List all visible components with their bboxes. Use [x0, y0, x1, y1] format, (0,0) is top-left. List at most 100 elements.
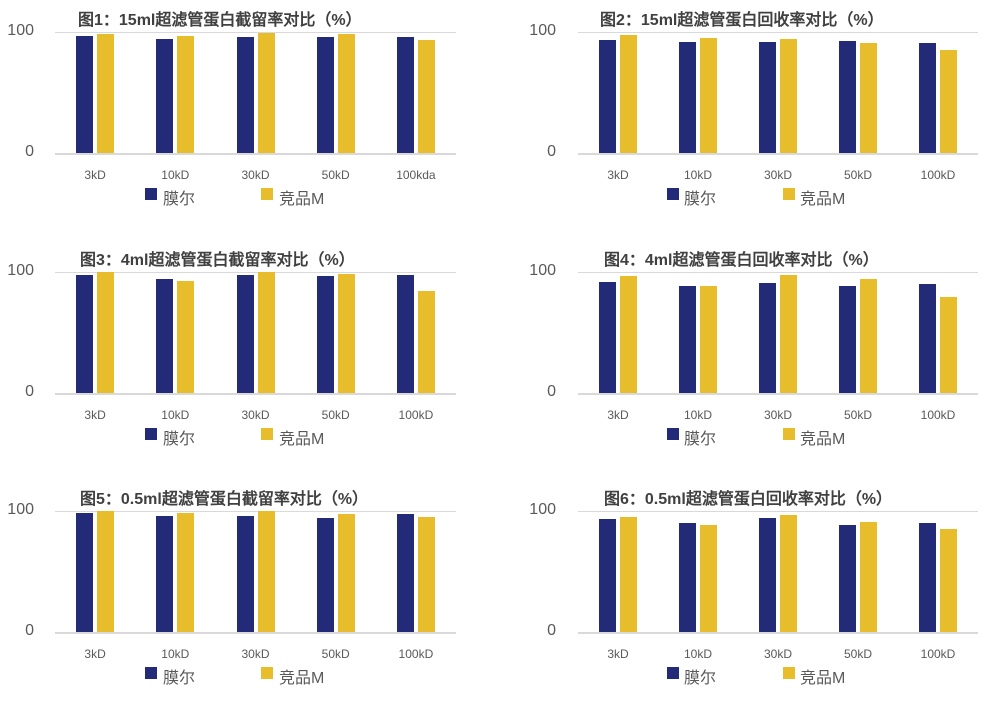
- bar-series-b-50kD: [860, 279, 877, 393]
- legend-swatch-series-a: [145, 667, 157, 679]
- x-axis-label: 50kD: [321, 647, 350, 661]
- x-axis-label: 30kD: [763, 168, 792, 182]
- bar-series-a-30kD: [236, 37, 254, 153]
- bar-series-b-100kda: [417, 40, 435, 153]
- chart-panel-4: 图4：4ml超滤管蛋白回收率对比（%） 100 0 3kD 10kD 30kD 50k…: [500, 240, 987, 480]
- bar-series-b-10kD: [700, 286, 717, 393]
- bar-series-b-50kD: [337, 514, 355, 632]
- legend-swatch-series-b: [261, 188, 273, 200]
- x-axis-label: 50kD: [321, 168, 350, 182]
- legend-swatch-series-a: [667, 428, 679, 440]
- legend-label-series-b: 竞品M: [279, 191, 325, 208]
- gridline-100: [55, 32, 456, 33]
- bar-series-b-50kD: [337, 274, 355, 393]
- y-tick-0: 0: [25, 383, 34, 400]
- bar-series-b-30kD: [780, 275, 797, 393]
- y-tick-0: 0: [25, 143, 34, 160]
- bar-series-b-100kD: [940, 529, 957, 632]
- bar-series-b-100kD: [417, 517, 435, 632]
- x-axis-label: 100kda: [396, 168, 436, 182]
- bar-series-b-10kD: [177, 281, 195, 393]
- y-tick-100: 100: [7, 501, 34, 518]
- bar-series-b-50kD: [860, 43, 877, 153]
- legend-swatch-series-a: [145, 188, 157, 200]
- bar-series-a-3kD: [599, 519, 616, 632]
- bar-series-b-3kD: [97, 511, 115, 632]
- bar-series-a-30kD: [236, 516, 254, 632]
- y-tick-0: 0: [547, 622, 556, 639]
- bar-series-a-100kD: [396, 275, 414, 393]
- chart-panel-2: 图2：15ml超滤管蛋白回收率对比（%） 100 0 3kD 10kD 30kD 50…: [500, 0, 987, 240]
- x-axis-label: 3kD: [607, 168, 629, 182]
- x-axis-line: [578, 393, 978, 395]
- bar-series-a-3kD: [599, 40, 616, 153]
- bar-series-a-3kD: [76, 513, 94, 632]
- bar-series-a-100kda: [396, 37, 414, 153]
- bar-series-b-100kD: [940, 50, 957, 153]
- bar-series-a-50kD: [316, 37, 334, 153]
- x-axis-label: 10kD: [683, 168, 712, 182]
- x-axis-label: 10kD: [161, 168, 190, 182]
- bar-series-a-10kD: [156, 279, 174, 393]
- gridline-100: [578, 272, 978, 273]
- legend-label-series-a: 膜尔: [684, 191, 717, 208]
- bar-series-b-10kD: [700, 525, 717, 632]
- bar-series-a-3kD: [76, 36, 94, 153]
- gridline-100: [55, 511, 456, 512]
- gridline-100: [578, 32, 978, 33]
- bar-series-a-100kD: [919, 43, 936, 153]
- legend-label-series-a: 膜尔: [163, 431, 196, 448]
- y-tick-100: 100: [529, 262, 556, 279]
- legend-swatch-series-b: [783, 188, 795, 200]
- bar-series-a-50kD: [316, 518, 334, 632]
- y-tick-100: 100: [529, 22, 556, 39]
- x-axis-label: 10kD: [161, 647, 190, 661]
- bar-series-b-10kD: [700, 38, 717, 153]
- gridline-100: [578, 511, 978, 512]
- bar-series-a-50kD: [839, 286, 856, 393]
- x-axis-label: 100kD: [920, 168, 956, 182]
- bar-series-b-30kD: [780, 515, 797, 632]
- x-axis-label: 10kD: [683, 408, 712, 422]
- bar-series-b-3kD: [620, 35, 637, 153]
- legend-swatch-series-a: [145, 428, 157, 440]
- bar-series-b-30kD: [257, 33, 275, 153]
- legend-label-series-b: 竞品M: [279, 431, 325, 448]
- x-axis-label: 30kD: [763, 408, 792, 422]
- y-tick-0: 0: [547, 383, 556, 400]
- bar-series-a-10kD: [679, 523, 696, 632]
- bar-series-a-30kD: [759, 283, 776, 393]
- x-axis-line: [578, 632, 978, 634]
- bar-series-a-3kD: [76, 275, 94, 393]
- gridline-100: [55, 272, 456, 273]
- chart-title: 图1：15ml超滤管蛋白截留率对比（%）: [78, 12, 362, 29]
- legend-swatch-series-b: [261, 428, 273, 440]
- chart-title: 图2：15ml超滤管蛋白回收率对比（%）: [600, 12, 884, 29]
- x-axis-label: 3kD: [607, 408, 629, 422]
- bar-series-a-50kD: [316, 276, 334, 393]
- legend-label-series-a: 膜尔: [684, 670, 717, 687]
- legend-label-series-b: 竞品M: [800, 431, 846, 448]
- bar-series-a-100kD: [919, 523, 936, 632]
- x-axis-label: 100kD: [920, 647, 956, 661]
- legend-label-series-a: 膜尔: [684, 431, 717, 448]
- bar-series-b-100kD: [417, 291, 435, 393]
- chart-title: 图5：0.5ml超滤管蛋白截留率对比（%）: [80, 491, 369, 508]
- x-axis-label: 50kD: [843, 168, 872, 182]
- bar-series-b-3kD: [620, 276, 637, 393]
- x-axis-label: 3kD: [84, 408, 106, 422]
- bar-series-a-100kD: [919, 284, 936, 393]
- x-axis-label: 50kD: [843, 647, 872, 661]
- x-axis-label: 10kD: [161, 408, 190, 422]
- y-tick-100: 100: [529, 501, 556, 518]
- x-axis-line: [55, 393, 456, 395]
- chart-panel-3: 图3：4ml超滤管蛋白截留率对比（%） 100 0 3kD 10kD 30kD 50k…: [0, 240, 490, 480]
- legend-swatch-series-b: [783, 667, 795, 679]
- legend-swatch-series-a: [667, 188, 679, 200]
- x-axis-label: 3kD: [84, 647, 106, 661]
- x-axis-label: 3kD: [84, 168, 106, 182]
- bar-series-a-10kD: [679, 42, 696, 153]
- bar-series-a-10kD: [679, 286, 696, 393]
- legend-swatch-series-b: [783, 428, 795, 440]
- legend-label-series-b: 竞品M: [800, 191, 846, 208]
